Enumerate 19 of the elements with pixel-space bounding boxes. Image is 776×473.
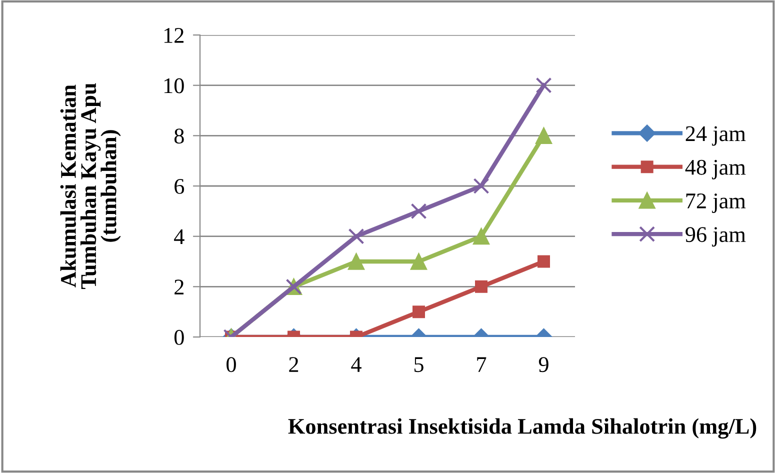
x-tick-label: 4 (351, 357, 362, 372)
legend-label: 24 jam (686, 126, 746, 146)
y-axis-title: Akumulasi Kematian Tumbuhan Kayu Apu (tumbuhan) (60, 83, 121, 290)
y-tick-label: 6 (174, 178, 184, 194)
legend-label: 72 jam (686, 194, 746, 213)
y-tick-label: 4 (174, 229, 184, 244)
legend-label: 96 jam (686, 227, 746, 247)
y-tick-label: 8 (174, 128, 184, 144)
x-tick-label: 5 (414, 357, 424, 372)
y-tick-label: 0 (174, 330, 184, 345)
y-tick-label: 2 (174, 280, 184, 294)
x-tick-label: 7 (477, 357, 486, 372)
y-tick-label: 10 (164, 78, 184, 94)
legend-label: 48 jam (685, 160, 746, 180)
x-axis-title: Konsentrasi Insektisida Lamda Sihalotrin (mg/L) (288, 418, 756, 439)
x-tick-label: 0 (226, 357, 236, 372)
x-tick-label: 2 (289, 357, 298, 372)
x-tick-label: 9 (538, 357, 548, 372)
y-tick-label: 12 (164, 28, 184, 43)
